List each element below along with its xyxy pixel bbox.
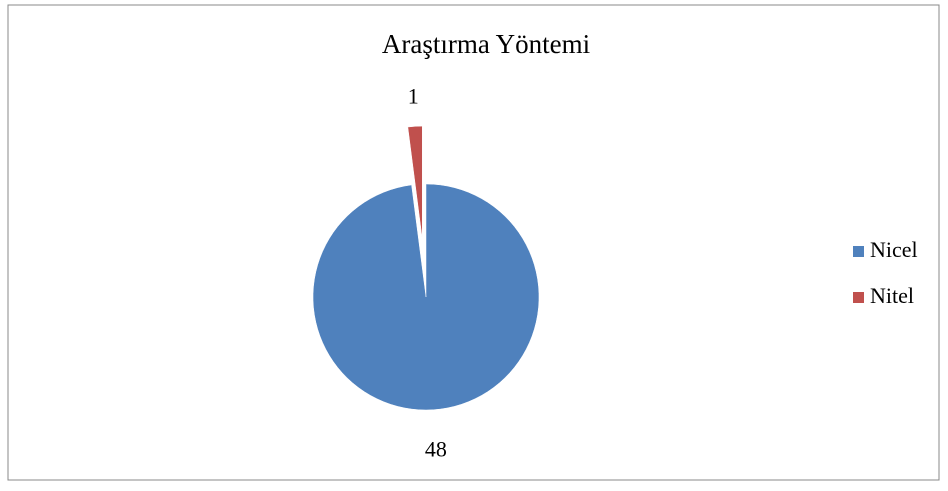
legend-label: Nicel: [870, 237, 918, 262]
chart-title: Araştırma Yöntemi: [382, 29, 590, 59]
data-label: 1: [408, 83, 419, 108]
legend-swatch: [853, 246, 864, 257]
pie-slice: [407, 125, 423, 240]
legend-label: Nitel: [870, 283, 914, 308]
data-label: 48: [425, 437, 447, 462]
legend-swatch: [853, 292, 864, 303]
pie-slice: [312, 183, 540, 411]
